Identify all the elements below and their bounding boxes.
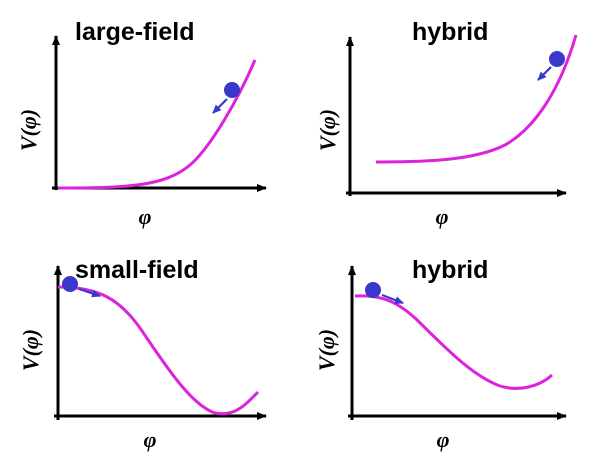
potential-curve [354, 294, 554, 390]
inflaton-ball [224, 82, 240, 98]
y-axis-label: V(φ) [314, 329, 339, 371]
y-axis-label: V(φ) [16, 109, 41, 151]
potential-curve [57, 59, 257, 190]
x-axis-label: φ [436, 204, 449, 229]
inflaton-ball [365, 282, 381, 298]
potential-curve [57, 285, 260, 416]
motion-arrow [212, 98, 228, 114]
y-axis-label: V(φ) [18, 329, 43, 371]
panel-title: hybrid [412, 18, 488, 46]
panel-title: large-field [75, 18, 194, 46]
potential-curve [375, 34, 578, 164]
panel-large-field: large-field φ V(φ) [16, 18, 267, 229]
motion-arrow [381, 293, 404, 305]
panel-small-field: small-field φ V(φ) [18, 256, 267, 452]
panel-title: small-field [75, 256, 199, 284]
x-axis-label: φ [437, 427, 450, 452]
inflaton-ball [62, 276, 78, 292]
motion-arrow [537, 66, 552, 81]
panel-hybrid-bottom: hybrid φ V(φ) [314, 256, 567, 452]
x-axis-label: φ [144, 427, 157, 452]
inflaton-ball [549, 51, 565, 67]
motion-arrow [78, 287, 101, 298]
panel-title: hybrid [412, 256, 488, 284]
y-axis-label: V(φ) [315, 109, 340, 151]
panel-hybrid-top: hybrid φ V(φ) [315, 18, 578, 229]
x-axis-label: φ [139, 204, 152, 229]
